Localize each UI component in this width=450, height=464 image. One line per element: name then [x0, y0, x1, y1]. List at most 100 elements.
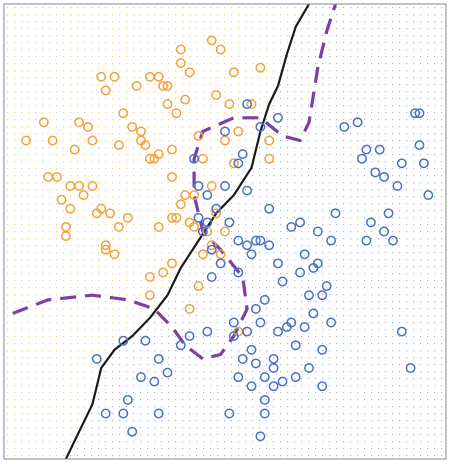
grid-dot: [413, 161, 415, 163]
grid-dot: [336, 210, 338, 212]
grid-dot: [343, 147, 345, 149]
grid-dot: [21, 266, 23, 268]
grid-dot: [357, 252, 359, 254]
grid-dot: [252, 35, 254, 37]
grid-dot: [182, 105, 184, 107]
grid-dot: [245, 112, 247, 114]
grid-dot: [126, 364, 128, 366]
grid-dot: [427, 343, 429, 345]
grid-dot: [399, 350, 401, 352]
grid-dot: [259, 294, 261, 296]
grid-dot: [399, 420, 401, 422]
grid-dot: [420, 280, 422, 282]
grid-dot: [427, 434, 429, 436]
grid-dot: [350, 441, 352, 443]
grid-dot: [105, 364, 107, 366]
grid-dot: [182, 392, 184, 394]
grid-dot: [189, 224, 191, 226]
grid-dot: [392, 154, 394, 156]
grid-dot: [315, 14, 317, 16]
orange-point: [193, 281, 204, 292]
grid-dot: [7, 245, 9, 247]
grid-dot: [112, 189, 114, 191]
grid-dot: [35, 140, 37, 142]
grid-dot: [287, 441, 289, 443]
grid-dot: [245, 238, 247, 240]
grid-dot: [28, 35, 30, 37]
grid-dot: [441, 35, 443, 37]
grid-dot: [70, 336, 72, 338]
grid-dot: [399, 266, 401, 268]
grid-dot: [231, 420, 233, 422]
grid-dot: [399, 287, 401, 289]
grid-dot: [84, 434, 86, 436]
grid-dot: [329, 350, 331, 352]
grid-dot: [434, 315, 436, 317]
grid-dot: [427, 357, 429, 359]
grid-dot: [427, 203, 429, 205]
grid-dot: [168, 378, 170, 380]
grid-dot: [406, 175, 408, 177]
grid-dot: [175, 196, 177, 198]
grid-dot: [301, 287, 303, 289]
grid-dot: [266, 84, 268, 86]
grid-dot: [84, 357, 86, 359]
grid-dot: [56, 231, 58, 233]
orange-point: [184, 303, 195, 314]
grid-dot: [7, 350, 9, 352]
grid-dot: [336, 434, 338, 436]
grid-dot: [245, 420, 247, 422]
grid-dot: [147, 133, 149, 135]
grid-dot: [98, 343, 100, 345]
grid-dot: [231, 56, 233, 58]
grid-dot: [420, 49, 422, 51]
grid-dot: [315, 98, 317, 100]
grid-dot: [336, 203, 338, 205]
grid-dot: [280, 357, 282, 359]
grid-dot: [77, 455, 79, 457]
grid-dot: [28, 84, 30, 86]
grid-dot: [343, 357, 345, 359]
grid-dot: [182, 133, 184, 135]
grid-dot: [168, 399, 170, 401]
grid-dot: [322, 448, 324, 450]
grid-dot: [343, 35, 345, 37]
grid-dot: [42, 427, 44, 429]
grid-dot: [84, 413, 86, 415]
grid-dot: [399, 399, 401, 401]
blue-point: [242, 185, 253, 196]
grid-dot: [161, 336, 163, 338]
grid-dot: [7, 49, 9, 51]
grid-dot: [196, 140, 198, 142]
orange-point: [74, 181, 85, 191]
grid-dot: [133, 14, 135, 16]
grid-dot: [238, 455, 240, 457]
grid-dot: [378, 63, 380, 65]
grid-dot: [399, 140, 401, 142]
grid-dot: [406, 378, 408, 380]
grid-dot: [385, 217, 387, 219]
grid-dot: [308, 245, 310, 247]
grid-dot: [238, 392, 240, 394]
grid-dot: [385, 322, 387, 324]
grid-dot: [301, 252, 303, 254]
grid-dot: [7, 42, 9, 44]
grid-dot: [98, 434, 100, 436]
grid-dot: [147, 210, 149, 212]
grid-dot: [259, 217, 261, 219]
grid-dot: [84, 343, 86, 345]
grid-dot: [371, 91, 373, 93]
grid-dot: [70, 350, 72, 352]
grid-dot: [392, 91, 394, 93]
grid-dot: [357, 56, 359, 58]
blue-point: [352, 117, 363, 128]
grid-dot: [378, 210, 380, 212]
grid-dot: [406, 147, 408, 149]
grid-dot: [224, 329, 226, 331]
grid-dot: [147, 189, 149, 191]
grid-dot: [70, 35, 72, 37]
grid-dot: [427, 112, 429, 114]
grid-dot: [210, 231, 212, 233]
grid-dot: [238, 238, 240, 240]
grid-dot: [35, 119, 37, 121]
